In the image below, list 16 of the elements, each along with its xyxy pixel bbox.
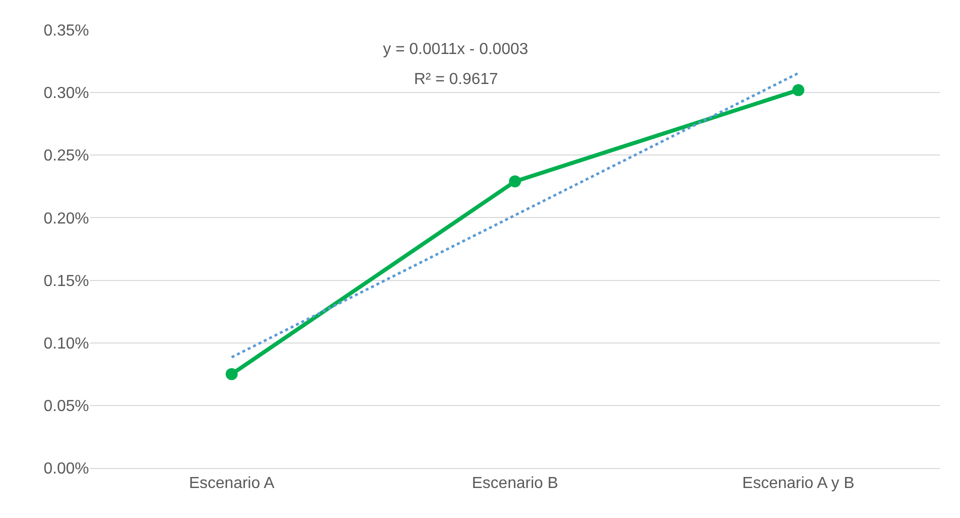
y-tick-label: 0.30%: [44, 85, 89, 102]
point: [509, 175, 521, 188]
y-tick-label: 0.25%: [44, 148, 89, 165]
point: [792, 84, 804, 96]
x-tick-label: Escenario B: [472, 475, 558, 492]
y-tick-label: 0.00%: [44, 460, 89, 478]
x-tick-label: Escenario A: [188, 475, 275, 492]
y-tick-label: 0.05%: [44, 398, 89, 416]
y-tick-label: 0.15%: [44, 272, 89, 290]
y-tick-label: 0.35%: [44, 22, 89, 40]
x-tick-label: Escenario A y B: [742, 475, 854, 492]
annotation: y = 0.0011x - 0.0003: [383, 41, 528, 58]
annotation: R² = 0.9617: [414, 71, 498, 88]
point: [226, 368, 238, 380]
y-tick-label: 0.20%: [44, 210, 89, 228]
y-tick-label: 0.10%: [44, 335, 89, 352]
